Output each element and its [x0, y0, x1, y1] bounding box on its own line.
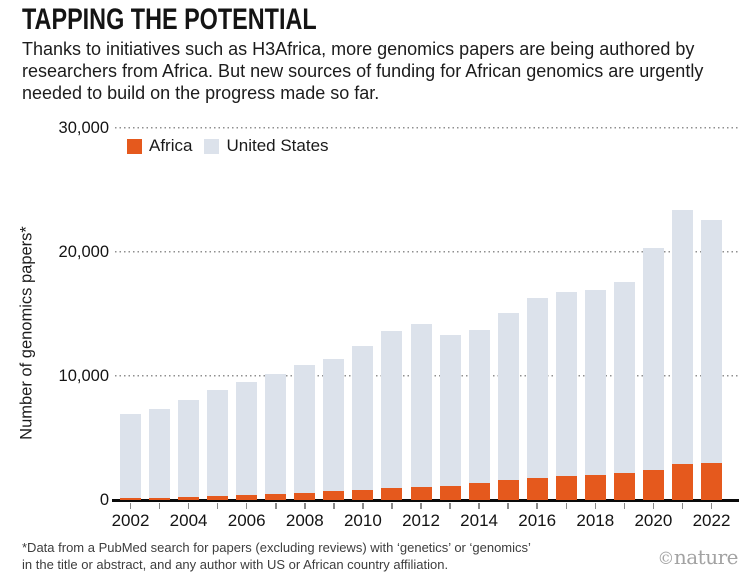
x-tick-2006 — [245, 503, 248, 509]
us-bar-2013 — [439, 335, 461, 500]
africa-bar-2020 — [642, 469, 664, 500]
x-tick-2017 — [565, 503, 567, 509]
x-tick-2016 — [536, 503, 538, 509]
africa-bar-2021 — [671, 464, 693, 500]
x-label-2004: 2004 — [169, 511, 208, 530]
africa-bar-2019 — [613, 473, 635, 500]
africa-bar-2009 — [323, 491, 345, 500]
figure-title-text: TAPPING THE POTENTIAL — [22, 3, 317, 36]
africa-bar-2022 — [701, 462, 722, 500]
us-bar-2004 — [178, 399, 200, 500]
africa-bar-2014 — [468, 482, 490, 500]
legend: Africa United States — [127, 136, 329, 156]
us-bar-2014 — [468, 330, 490, 500]
us-bar-2008 — [294, 364, 316, 500]
us-bar-2011 — [381, 331, 403, 500]
africa-bar-2005 — [207, 496, 229, 500]
legend-label-africa: Africa — [149, 136, 193, 155]
y-tick-label-20000: 20,000 — [58, 243, 109, 261]
x-label-2006: 2006 — [227, 511, 266, 530]
x-tick-2003 — [158, 503, 161, 509]
us-bar-2019 — [613, 281, 635, 500]
nature-logo: ©nature — [657, 545, 738, 569]
figure-title: TAPPING THE POTENTIAL — [22, 4, 400, 36]
africa-bar-2013 — [439, 485, 461, 500]
africa-bar-2004 — [178, 496, 200, 500]
us-bar-2021 — [671, 209, 693, 500]
x-label-2012: 2012 — [402, 511, 440, 530]
africa-bar-2011 — [381, 488, 403, 500]
x-label-2016: 2016 — [518, 511, 557, 530]
nature-wordmark: nature — [673, 545, 739, 569]
x-tick-2012 — [420, 503, 422, 509]
x-tick-2002 — [129, 503, 132, 509]
united-states-swatch-icon — [204, 138, 220, 154]
us-bar-2017 — [555, 291, 577, 500]
x-tick-2022 — [710, 503, 713, 509]
us-bar-2012 — [410, 323, 432, 500]
us-bar-2003 — [149, 409, 171, 500]
x-tick-2018 — [594, 503, 597, 509]
x-tick-2014 — [478, 503, 480, 509]
africa-bar-2002 — [120, 498, 141, 500]
x-tick-2013 — [449, 503, 451, 509]
copyright-icon: © — [657, 549, 674, 569]
x-tick-2007 — [275, 503, 277, 509]
figure-subtitle: Thanks to initiatives such as H3Africa, … — [22, 39, 704, 103]
x-tick-2010 — [362, 503, 364, 509]
x-label-2014: 2014 — [460, 511, 498, 530]
x-tick-2005 — [216, 503, 219, 509]
africa-bar-2016 — [526, 477, 548, 500]
us-bar-2002 — [120, 414, 141, 500]
y-tick-label-10000: 10,000 — [58, 367, 109, 385]
x-tick-2004 — [187, 503, 190, 509]
gridline-20000 — [115, 251, 740, 253]
us-bar-2005 — [207, 389, 229, 500]
us-bar-2016 — [526, 297, 548, 500]
x-label-2018: 2018 — [576, 511, 615, 530]
africa-bar-2012 — [410, 486, 432, 500]
x-label-2008: 2008 — [285, 511, 324, 530]
x-tick-2019 — [623, 503, 626, 509]
africa-bar-2015 — [497, 480, 519, 500]
footnote-line-2: in the title or abstract, and any author… — [22, 557, 449, 572]
us-bar-2020 — [642, 248, 664, 500]
x-tick-2021 — [681, 503, 684, 509]
us-bar-2022 — [701, 219, 722, 500]
legend-label-united-states: United States — [226, 136, 329, 155]
y-tick-label-0: 0 — [99, 491, 109, 509]
x-label-2022: 2022 — [692, 511, 731, 530]
x-tick-2008 — [304, 503, 306, 509]
gridline-30000 — [115, 127, 740, 129]
africa-bar-2018 — [584, 475, 606, 500]
footnote-line-1: *Data from a PubMed search for papers (e… — [22, 540, 531, 555]
africa-bar-2006 — [236, 495, 258, 500]
africa-bar-2010 — [352, 490, 374, 500]
us-bar-2006 — [236, 382, 258, 500]
us-bar-2010 — [352, 346, 374, 500]
x-label-2020: 2020 — [634, 511, 673, 530]
africa-bar-2008 — [294, 492, 316, 500]
x-label-2010: 2010 — [343, 511, 382, 530]
legend-item-united-states: United States — [204, 136, 329, 156]
africa-bar-2003 — [149, 497, 171, 500]
x-axis-line — [112, 499, 739, 502]
x-label-2002: 2002 — [111, 511, 150, 530]
x-tick-2020 — [652, 503, 655, 509]
us-bar-2015 — [497, 312, 519, 500]
africa-swatch-icon — [127, 138, 142, 154]
us-bar-2018 — [584, 290, 606, 500]
africa-bar-2007 — [265, 493, 287, 500]
us-bar-2009 — [323, 358, 345, 500]
x-tick-2015 — [507, 503, 509, 509]
x-tick-2009 — [333, 503, 335, 509]
y-tick-label-30000: 30,000 — [58, 119, 109, 137]
us-bar-2007 — [265, 373, 287, 500]
africa-bar-2017 — [555, 476, 577, 500]
footnote: *Data from a PubMed search for papers (e… — [22, 539, 531, 573]
legend-item-africa: Africa — [127, 136, 192, 156]
x-tick-2011 — [391, 503, 393, 509]
